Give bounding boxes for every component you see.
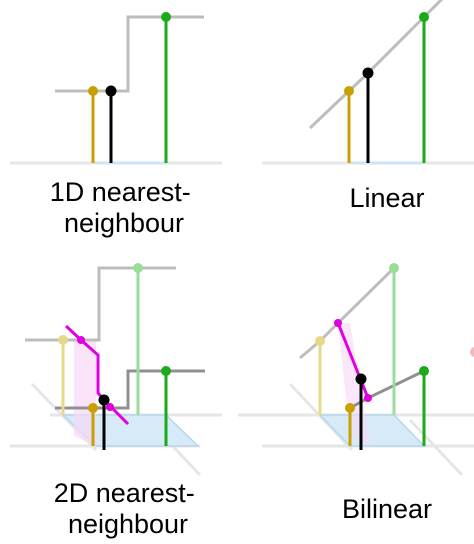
sample-bottom-left-point <box>88 403 98 413</box>
sample-left-point <box>344 86 354 96</box>
domain-cell <box>318 414 426 447</box>
caption-line-2: neighbour <box>64 208 184 238</box>
sample-left-point <box>88 86 98 96</box>
linear-interpolant <box>308 0 444 130</box>
depth-axis-right <box>408 418 464 477</box>
linear-interpolant-back <box>299 266 396 360</box>
intermediate-point-bottom <box>106 403 114 411</box>
caption-nearest-2d: 2D nearest- neighbour <box>54 478 203 539</box>
sample-bottom-right-point <box>419 366 429 376</box>
interpolated-point <box>362 67 374 79</box>
intermediate-path <box>336 322 370 399</box>
sample-top-right-point <box>389 263 399 273</box>
clipped-sample-point <box>470 347 474 357</box>
caption-line-1: 2D nearest- <box>54 478 195 508</box>
panel-bilinear: Bilinear <box>238 263 474 524</box>
intermediate-point-top <box>334 319 342 327</box>
intermediate-point-bottom <box>364 394 372 402</box>
intermediate-point-top <box>77 336 85 344</box>
interpolated-point <box>98 394 110 406</box>
step-interpolant-back <box>25 266 176 342</box>
sample-right-point <box>419 12 429 22</box>
caption-linear: Linear <box>349 183 424 213</box>
panel-nearest-1d: 1D nearest- neighbour <box>10 12 222 238</box>
caption-line-1: 1D nearest- <box>50 177 191 207</box>
caption-line-2: neighbour <box>68 509 188 539</box>
caption-nearest-1d: 1D nearest- neighbour <box>50 177 199 238</box>
interpolation-region <box>74 340 96 446</box>
sample-bottom-right-point <box>161 366 171 376</box>
caption-bilinear: Bilinear <box>342 494 432 524</box>
panel-linear: Linear <box>262 0 474 213</box>
sample-top-right-point <box>133 263 143 273</box>
sample-top-left-point <box>58 335 68 345</box>
panel-nearest-2d: 2D nearest- neighbour <box>10 263 222 539</box>
interpolated-point <box>355 373 367 385</box>
caption-line-1: Bilinear <box>342 494 432 524</box>
sample-bottom-left-point <box>345 403 355 413</box>
step-interpolant <box>55 15 204 93</box>
sample-right-point <box>161 12 171 22</box>
sample-top-left-point <box>315 336 325 346</box>
interpolated-point <box>105 85 117 97</box>
caption-line-1: Linear <box>349 183 424 213</box>
